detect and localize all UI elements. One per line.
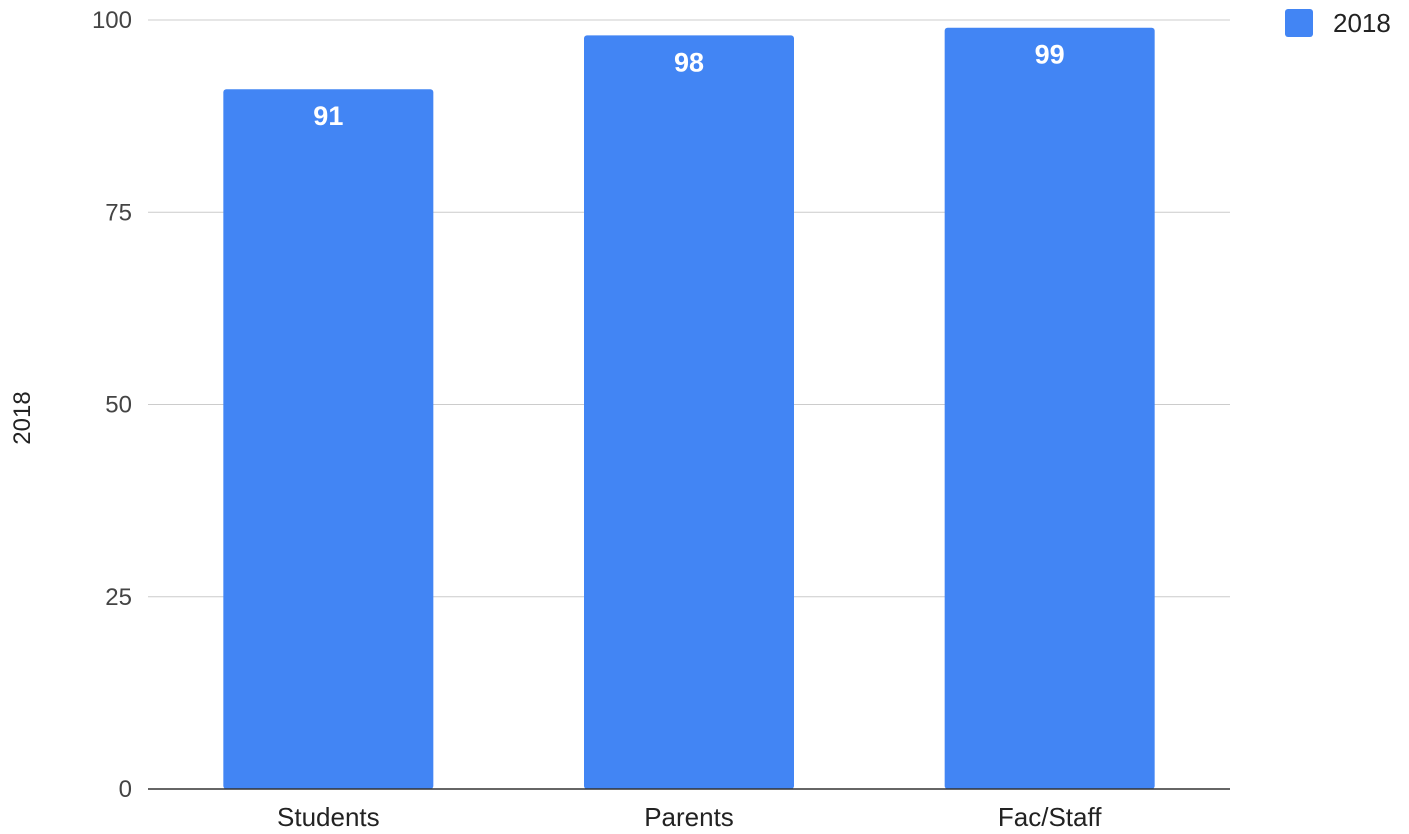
y-tick-label-50: 50 xyxy=(105,392,132,419)
bars: 91 98 99 xyxy=(223,27,1155,789)
y-tick-label-25: 25 xyxy=(105,584,132,611)
bar-students[interactable] xyxy=(223,89,434,789)
data-label-students: 91 xyxy=(313,101,343,131)
x-tick-label-parents: Parents xyxy=(644,802,734,832)
data-label-parents: 98 xyxy=(674,47,704,77)
bar-parents[interactable] xyxy=(584,35,794,789)
legend-label-2018: 2018 xyxy=(1333,8,1391,38)
y-axis-label: 2018 xyxy=(9,391,36,444)
x-tick-label-students: Students xyxy=(277,802,380,832)
legend-swatch xyxy=(1285,9,1313,37)
y-tick-label-75: 75 xyxy=(105,199,132,226)
legend[interactable]: 2018 xyxy=(1285,8,1391,38)
bar-fac-staff[interactable] xyxy=(944,27,1155,789)
y-tick-label-100: 100 xyxy=(92,7,132,34)
y-axis-ticks: 0 25 50 75 100 xyxy=(92,7,132,803)
x-tick-label-fac-staff: Fac/Staff xyxy=(998,802,1102,832)
data-label-fac-staff: 99 xyxy=(1035,40,1065,70)
x-axis-labels: Students Parents Fac/Staff xyxy=(277,802,1102,832)
y-tick-label-0: 0 xyxy=(119,776,132,803)
